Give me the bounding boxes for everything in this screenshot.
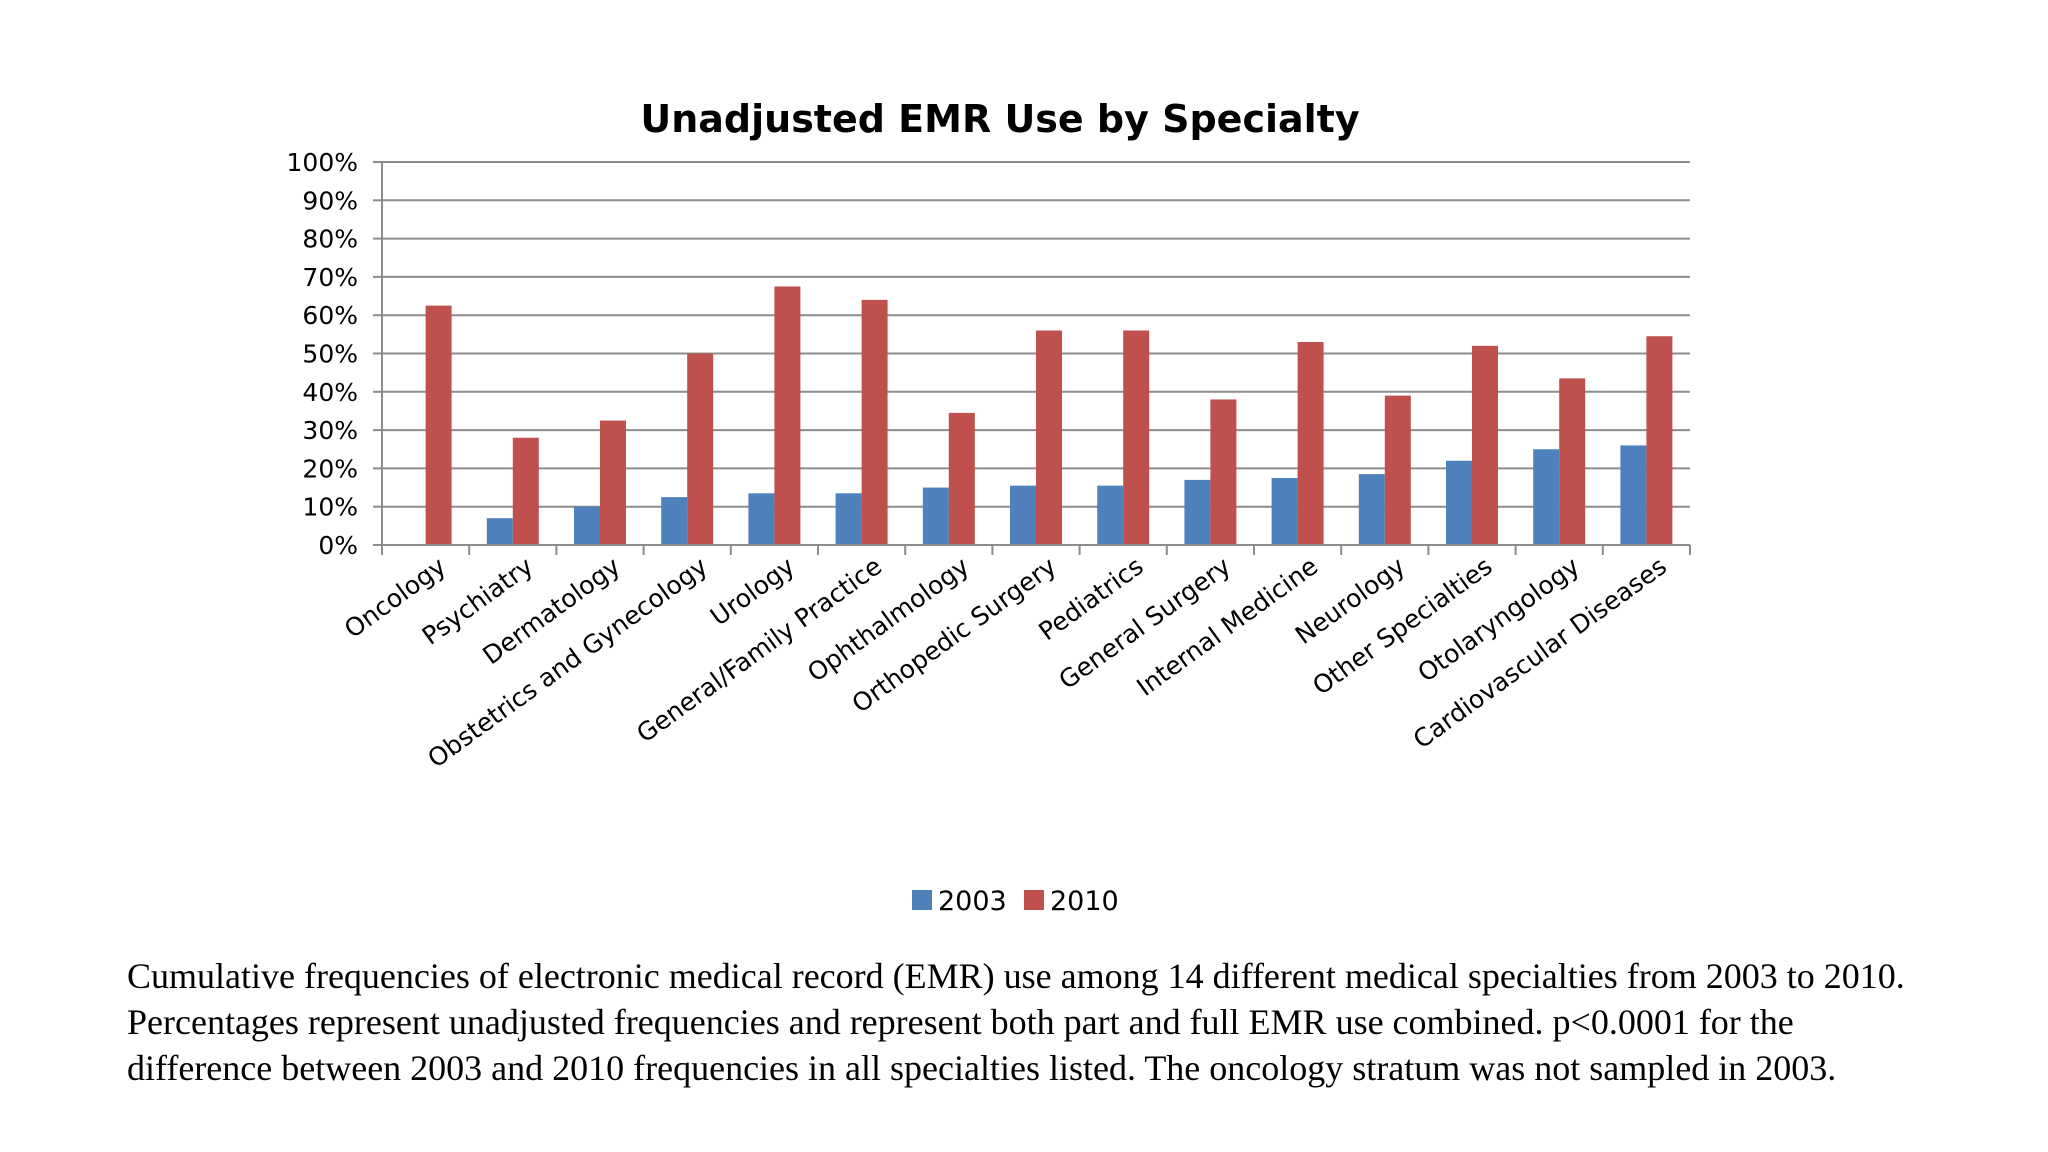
y-tick-label: 60% (302, 301, 358, 330)
bar-2003 (748, 493, 775, 545)
bar-2003 (1533, 449, 1560, 545)
bars (425, 286, 1673, 545)
legend-label-2003: 2003 (938, 886, 1007, 917)
bar-2003 (574, 506, 600, 545)
bar-2010 (1297, 342, 1324, 545)
y-tick-label: 30% (302, 416, 358, 445)
bar-2003 (922, 487, 949, 545)
y-tick-label: 40% (302, 378, 358, 407)
x-axis-labels: OncologyPsychiatryDermatologyObstetrics … (339, 551, 1672, 773)
legend-swatch-2003 (912, 890, 932, 910)
bar-2003 (486, 518, 513, 545)
figure-caption: Cumulative frequencies of electronic med… (127, 956, 1905, 1088)
bar-2003 (1446, 460, 1472, 545)
chart-title: Unadjusted EMR Use by Specialty (640, 97, 1359, 141)
bar-2003 (1620, 445, 1647, 545)
y-tick-label: 50% (302, 340, 358, 369)
bar-2010 (1036, 330, 1062, 545)
bar-2003 (1010, 485, 1036, 545)
y-tick-label: 90% (302, 186, 358, 215)
bar-2010 (600, 420, 626, 545)
bar-2010 (1559, 378, 1586, 545)
bar-2010 (1472, 345, 1498, 545)
bar-2003 (835, 493, 862, 545)
bar-2003 (1358, 474, 1385, 545)
y-axis-ticks: 0% 10% 20% 30% 40% 50% 60% 70% 80% 90% 100% (287, 148, 382, 560)
bar-2010 (1646, 336, 1673, 545)
bar-2010 (687, 353, 714, 545)
emr-bar-chart: Unadjusted EMR Use by Specialty 0% 10% 20%… (287, 97, 1691, 917)
bar-2003 (1184, 479, 1211, 545)
bar-2010 (1123, 330, 1150, 545)
y-tick-label: 70% (302, 263, 358, 292)
y-tick-label: 0% (318, 531, 358, 560)
bar-2010 (861, 299, 888, 545)
bar-2010 (512, 437, 539, 545)
bar-2010 (1210, 399, 1237, 545)
bar-2010 (948, 412, 975, 545)
bar-2003 (661, 497, 688, 545)
legend: 2003 2010 (912, 886, 1119, 917)
bar-2003 (1271, 477, 1298, 545)
bar-2003 (1097, 485, 1124, 545)
legend-swatch-2010 (1024, 890, 1044, 910)
y-tick-label: 100% (287, 148, 358, 177)
axes (381, 162, 1691, 555)
y-tick-label: 80% (302, 225, 358, 254)
bar-2010 (1384, 395, 1411, 545)
y-tick-label: 10% (302, 493, 358, 522)
legend-label-2010: 2010 (1050, 886, 1119, 917)
bar-2010 (774, 286, 801, 545)
bar-2010 (425, 305, 452, 545)
y-tick-label: 20% (302, 454, 358, 483)
